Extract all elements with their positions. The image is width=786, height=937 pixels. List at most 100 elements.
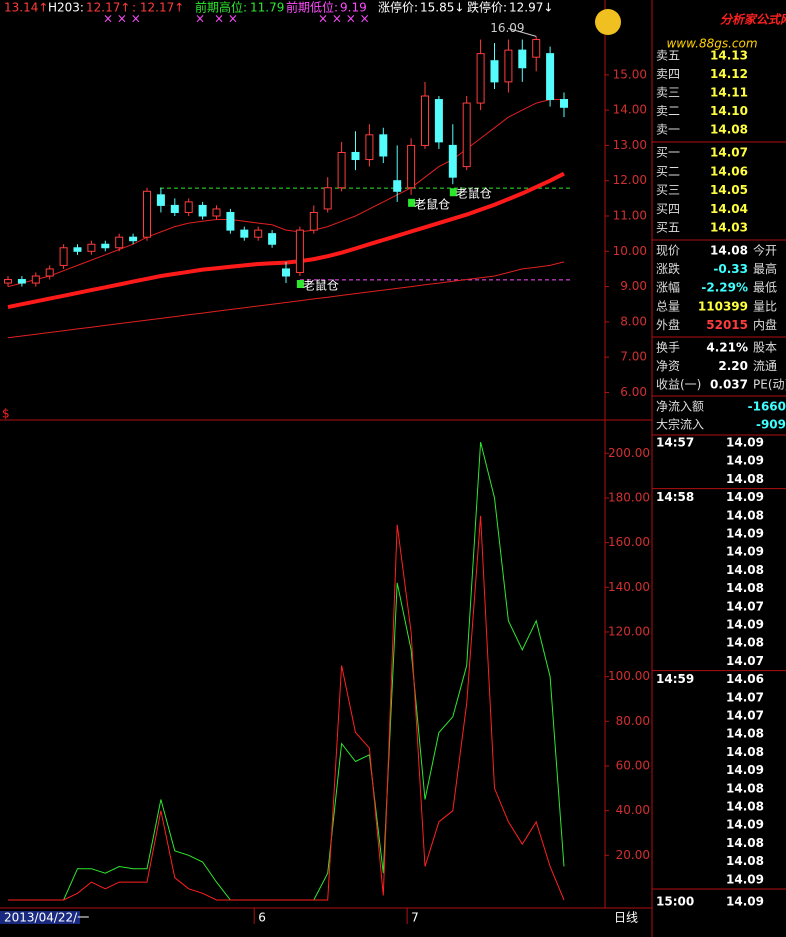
candle-body xyxy=(351,151,360,161)
tick-price: 14.09 xyxy=(726,872,764,886)
y-tick-label: 8.00 xyxy=(620,314,647,328)
row-label: 涨幅 xyxy=(656,280,680,295)
row-value: -2.29% xyxy=(701,281,748,295)
row-label: 今开 xyxy=(753,243,777,258)
logo-url: www.88gs.com xyxy=(666,37,757,51)
y-tick-label: 140.00 xyxy=(608,580,650,594)
candle-body xyxy=(212,208,221,217)
y-tick-label: 13.00 xyxy=(613,138,647,152)
marker: × × × xyxy=(103,12,141,26)
candle-body xyxy=(518,49,527,69)
row-label: 买四 xyxy=(656,202,680,216)
row-label: 卖五 xyxy=(656,49,680,63)
row-label: 卖三 xyxy=(656,86,680,100)
tick-price: 14.08 xyxy=(726,745,764,759)
candle-body xyxy=(17,279,26,284)
candle-body xyxy=(379,134,388,157)
candle-body xyxy=(87,243,96,252)
marker: × × × × xyxy=(318,12,370,26)
tick-price: 14.09 xyxy=(726,490,764,504)
header-text: 12.97↓ xyxy=(509,1,553,15)
candle-body xyxy=(45,268,54,277)
row-label: 买五 xyxy=(656,221,680,235)
candle-body xyxy=(393,180,402,192)
candle-body xyxy=(337,151,346,189)
annotation: 老鼠仓 xyxy=(456,187,492,201)
tick-time: 15:00 xyxy=(656,895,694,909)
header-text: : 12.17↑ xyxy=(132,1,184,15)
candle-body xyxy=(309,211,318,231)
header-value: 9.19 xyxy=(340,1,367,15)
tick-price: 14.07 xyxy=(726,690,764,704)
tick-price: 14.07 xyxy=(726,709,764,723)
y-tick-label: 12.00 xyxy=(613,173,647,187)
row-label: 外盘 xyxy=(656,317,680,332)
row-label: 买二 xyxy=(656,164,680,178)
row-value: 14.08 xyxy=(710,123,748,137)
row-label: 卖四 xyxy=(656,67,680,81)
tick-price: 14.08 xyxy=(726,727,764,741)
tick-price: 14.08 xyxy=(726,800,764,814)
row-value: -909 xyxy=(756,418,786,432)
row-label: 卖一 xyxy=(656,123,680,137)
row-label: 净资 xyxy=(656,359,680,373)
candle-body xyxy=(129,236,138,242)
row-label: 大宗流入 xyxy=(656,417,704,432)
row-value: -0.33 xyxy=(713,262,748,276)
candle-body xyxy=(226,211,235,231)
candle-body xyxy=(240,229,249,238)
candle-body xyxy=(295,229,304,273)
y-tick-label: 60.00 xyxy=(616,758,650,772)
candle-body xyxy=(198,204,207,217)
moving-average xyxy=(7,261,565,339)
annotation: 老鼠仓 xyxy=(414,197,450,211)
candle-body xyxy=(4,279,12,284)
row-label: 最高 xyxy=(753,261,777,276)
y-tick-label: 180.00 xyxy=(608,490,650,504)
candle-body xyxy=(143,190,151,238)
header-value: 11.79 xyxy=(250,1,284,15)
row-label: PE(动) xyxy=(753,378,786,392)
row-label: 收益(一) xyxy=(656,378,701,392)
tick-price: 14.08 xyxy=(726,854,764,868)
candle-body xyxy=(546,53,555,101)
row-value: 4.21% xyxy=(706,341,748,355)
tick-price: 14.06 xyxy=(726,672,764,686)
row-label: 流通 xyxy=(753,359,777,373)
header-label: 前期低位: xyxy=(286,0,338,15)
candle-body xyxy=(504,49,513,83)
candle-body xyxy=(448,144,457,178)
row-value: 14.05 xyxy=(710,183,748,197)
row-value: 110399 xyxy=(698,299,748,313)
candle-body xyxy=(254,229,263,238)
tick-price: 14.08 xyxy=(726,581,764,595)
y-tick-label: 120.00 xyxy=(608,624,650,638)
signal-marker xyxy=(408,198,416,207)
candle-body xyxy=(365,134,374,161)
y-tick-label: 40.00 xyxy=(616,803,650,817)
x-tick-label: 7 xyxy=(411,911,419,925)
row-label: 净流入额 xyxy=(656,400,704,414)
y-tick-label: 14.00 xyxy=(613,103,647,117)
y-tick-label: 100.00 xyxy=(608,669,650,683)
candle-body xyxy=(170,204,179,213)
candle-body xyxy=(532,39,541,58)
row-value: 14.11 xyxy=(710,86,748,100)
tick-price: 14.08 xyxy=(726,781,764,795)
row-label: 买三 xyxy=(656,183,680,197)
candle-body xyxy=(115,236,124,249)
row-label: 股本 xyxy=(753,341,777,355)
row-value: 14.13 xyxy=(710,49,748,63)
tick-price: 14.08 xyxy=(726,563,764,577)
date-box xyxy=(0,911,80,924)
row-label: 量比 xyxy=(753,299,777,313)
logo-icon xyxy=(595,9,621,35)
moving-average xyxy=(7,99,564,288)
tick-price: 14.07 xyxy=(726,599,764,613)
tick-price: 14.09 xyxy=(726,895,764,909)
tick-price: 14.09 xyxy=(726,527,764,541)
period-label: 日线 xyxy=(614,911,638,925)
